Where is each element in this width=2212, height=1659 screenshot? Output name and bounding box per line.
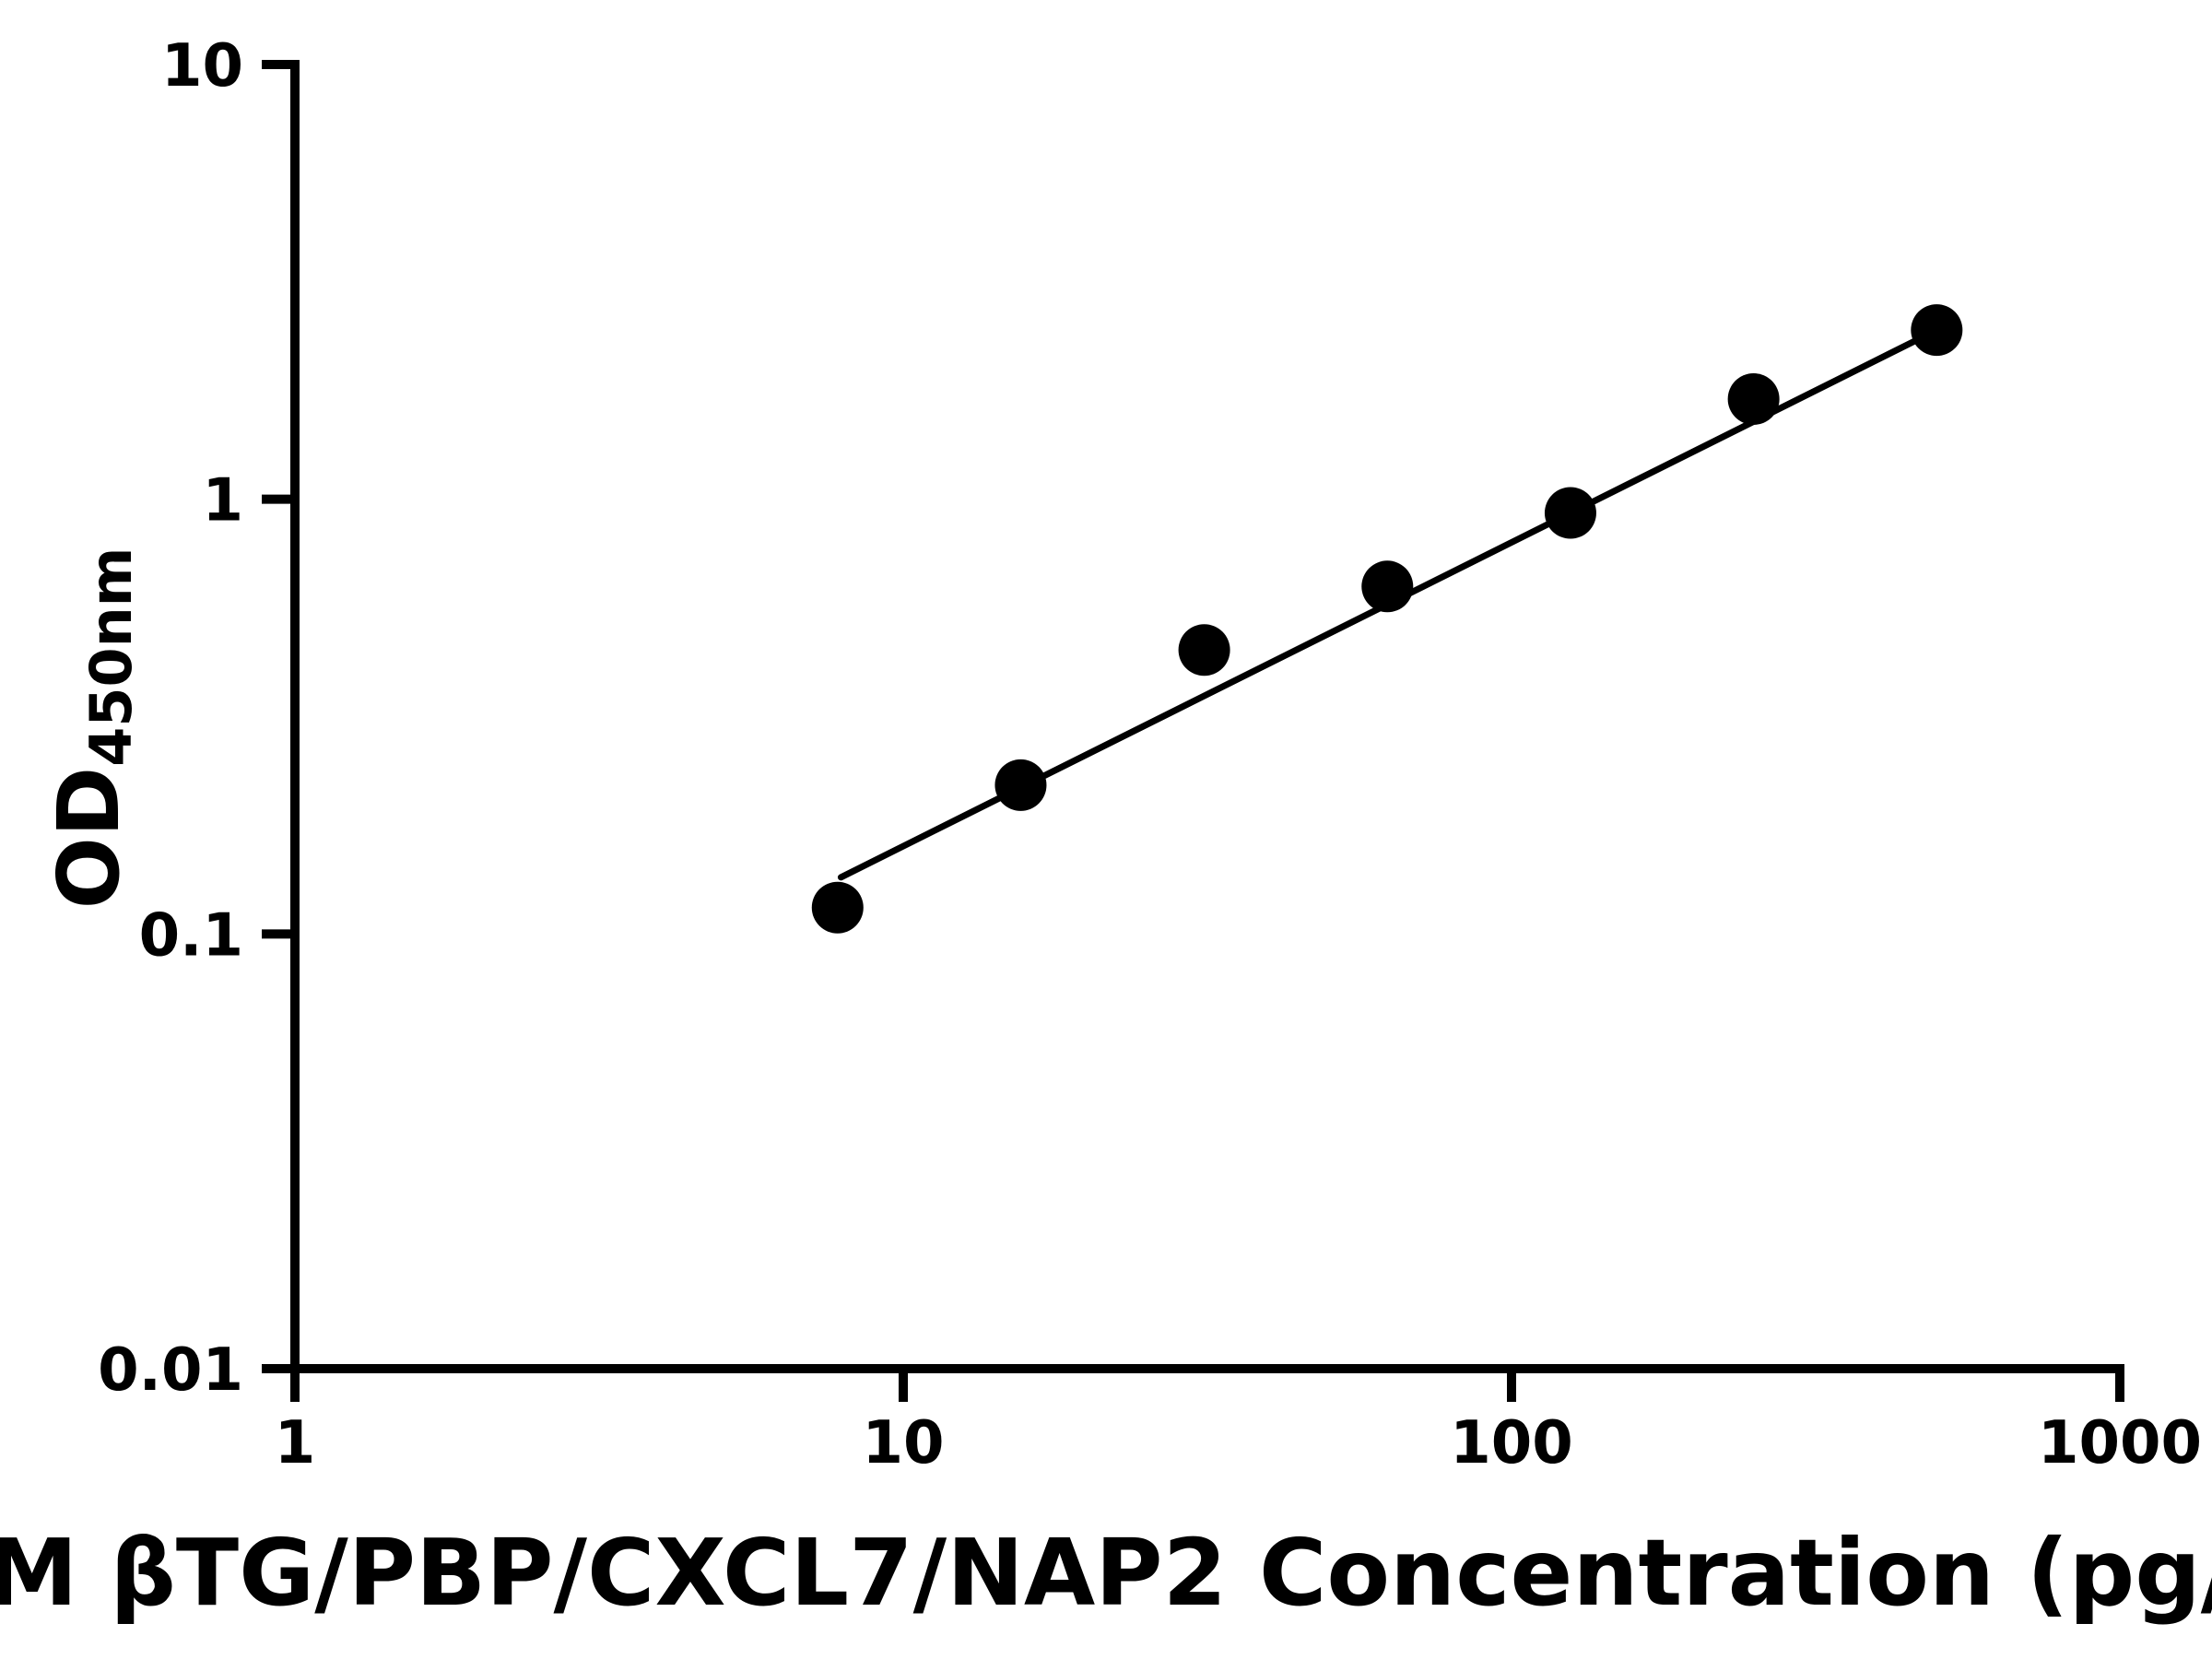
data-point bbox=[994, 759, 1047, 811]
x-tick-label: 1000 bbox=[2038, 1409, 2202, 1477]
data-point bbox=[1727, 372, 1780, 425]
axes bbox=[290, 60, 2124, 1373]
x-tick-label: 10 bbox=[862, 1409, 944, 1477]
x-tick-label: 100 bbox=[1450, 1409, 1573, 1477]
y-tick-label: 10 bbox=[161, 32, 243, 100]
y-tick-label: 0.01 bbox=[98, 1336, 243, 1405]
y-tick-label: 0.1 bbox=[139, 901, 243, 970]
x-axis-title: M βTG/PBP/CXCL7/NAP2 Concentration (pg/ bbox=[0, 1519, 2212, 1627]
data-point bbox=[1544, 487, 1596, 539]
data-point bbox=[1178, 624, 1230, 677]
data-point bbox=[1361, 560, 1414, 613]
x-tick-label: 1 bbox=[275, 1409, 316, 1477]
y-tick-label: 1 bbox=[202, 467, 243, 535]
data-point bbox=[811, 881, 864, 934]
data-point bbox=[1911, 304, 1963, 357]
